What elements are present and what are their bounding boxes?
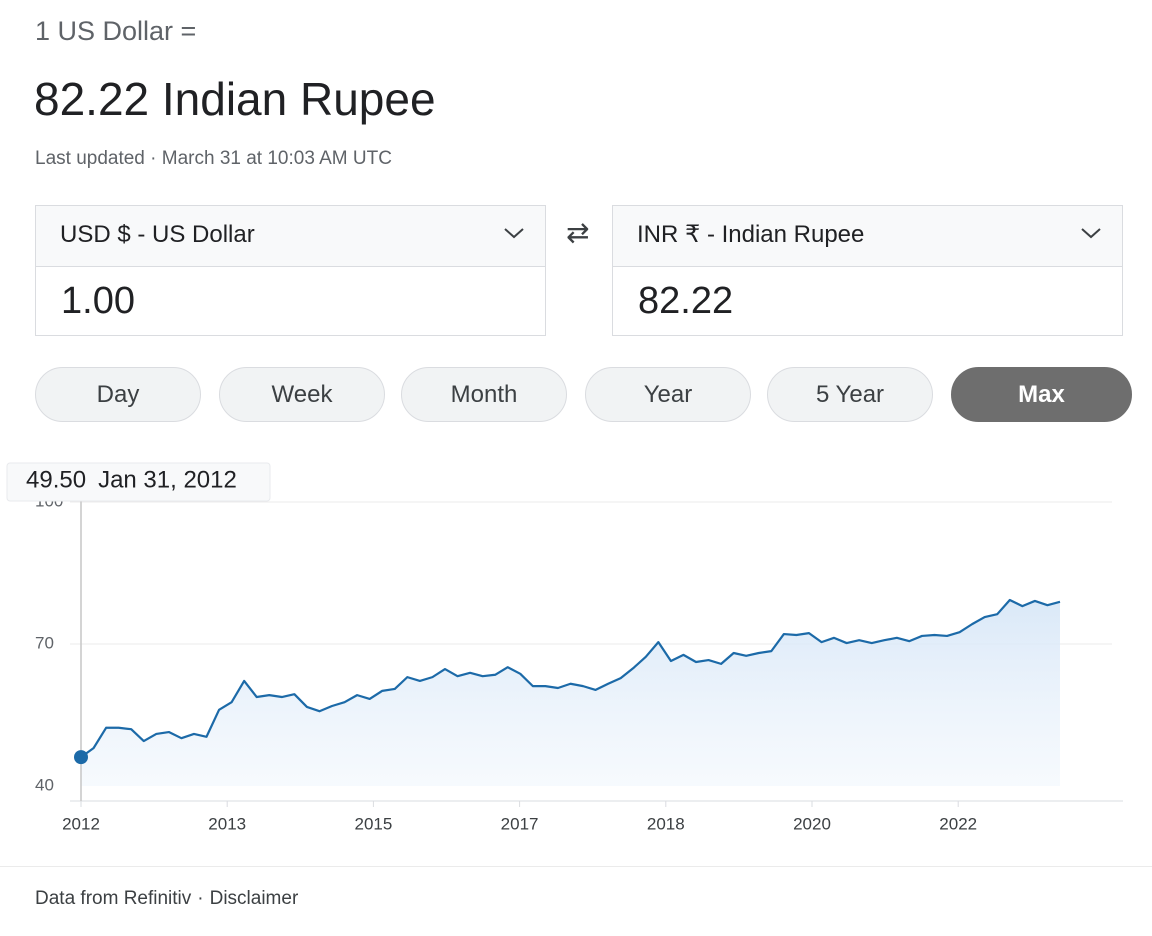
disclaimer-link[interactable]: Disclaimer xyxy=(209,888,299,909)
to-amount[interactable]: 82.22 xyxy=(638,280,734,322)
from-amount[interactable]: 1.00 xyxy=(61,280,135,322)
data-source: Data from Refinitiv xyxy=(35,888,192,909)
range-button[interactable]: Max xyxy=(951,367,1132,422)
area-fill xyxy=(81,599,1060,786)
last-updated: Last updated · March 31 at 10:03 AM UTC xyxy=(35,148,392,169)
from-box: USD $ - US Dollar 1.00 xyxy=(35,205,546,336)
tooltip-date: Jan 31, 2012 xyxy=(98,466,237,493)
x-tick-label: 2017 xyxy=(501,814,539,833)
to-box: INR ₹ - Indian Rupee 82.22 xyxy=(612,205,1123,336)
x-tick-label: 2022 xyxy=(939,814,977,833)
x-tick-label: 2018 xyxy=(647,814,685,833)
tooltip: 49.50 Jan 31, 2012 xyxy=(6,462,271,502)
footer: Data from Refinitiv · Disclaimer xyxy=(35,888,304,910)
conversion-result: 82.22 Indian Rupee xyxy=(34,73,436,125)
from-label: 1 US Dollar = xyxy=(35,16,197,46)
y-tick-label: 70 xyxy=(35,633,54,652)
tooltip-box xyxy=(6,462,271,502)
separator: · xyxy=(197,888,204,909)
range-button[interactable]: Day xyxy=(35,367,201,422)
dropdown-icon xyxy=(504,228,524,239)
rate-line xyxy=(80,598,1061,759)
range-button[interactable]: Year xyxy=(585,367,751,422)
dropdown-icon xyxy=(1081,228,1101,239)
tooltip-value: 49.50 xyxy=(26,466,86,493)
range-button[interactable]: 5 Year xyxy=(767,367,933,422)
y-tick-label: 40 xyxy=(35,775,54,794)
footer-divider xyxy=(0,866,1152,867)
range-button[interactable]: Month xyxy=(401,367,567,422)
hover-dot xyxy=(74,750,88,765)
range-button[interactable]: Week xyxy=(219,367,385,422)
from-currency-label: USD $ - US Dollar xyxy=(60,221,255,248)
to-currency[interactable]: INR ₹ - Indian Rupee xyxy=(613,206,1122,267)
x-tick-label: 2012 xyxy=(62,814,100,833)
x-tick-label: 2020 xyxy=(793,814,831,833)
x-tick-label: 2015 xyxy=(354,814,392,833)
from-currency[interactable]: USD $ - US Dollar xyxy=(36,206,545,267)
swap-button[interactable]: ⇄ xyxy=(566,217,590,248)
x-tick-label: 2013 xyxy=(208,814,246,833)
to-currency-label: INR ₹ - Indian Rupee xyxy=(637,221,865,248)
